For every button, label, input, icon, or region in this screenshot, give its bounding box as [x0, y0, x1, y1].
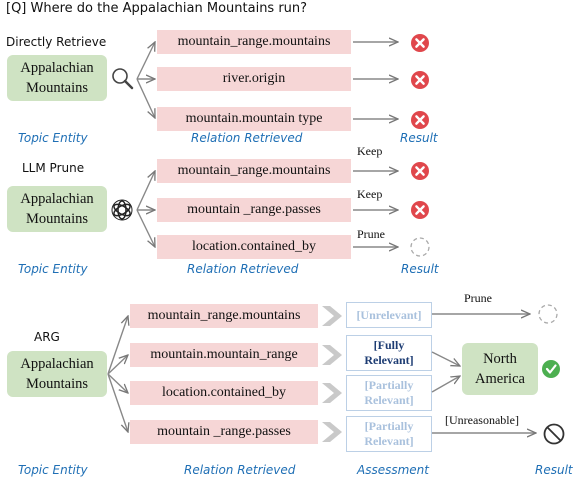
entity-line2: Mountains	[25, 376, 89, 392]
assessment-line: Relevant]	[364, 434, 414, 448]
panel2-relation-1: mountain_range.mountains	[157, 159, 351, 183]
empty-dashed-circle-icon	[538, 304, 558, 324]
reject-x-icon	[409, 199, 431, 221]
openai-logo-icon	[111, 199, 133, 221]
panel3-header: ARG	[34, 330, 60, 344]
panel2-topic-entity: Appalachian Mountains	[7, 186, 107, 232]
panel1-relation-3: mountain.mountain type	[157, 107, 351, 131]
check-icon	[542, 360, 560, 378]
panel2-decision-1: Keep	[357, 144, 383, 158]
reject-x-icon	[409, 69, 431, 91]
panel3-relation-1: mountain_range.mountains	[130, 304, 318, 328]
magnifier-icon	[112, 68, 134, 90]
panel2-caption-relation: Relation Retrieved	[187, 262, 299, 276]
panel3-edge-2	[107, 355, 128, 375]
panel3-relation-2: mountain.mountain_range	[130, 343, 318, 367]
assessment-line: [Partially	[364, 378, 414, 392]
panel2-decision-3: Prune	[357, 227, 385, 241]
assessment-1: [Unrelevant]	[346, 302, 432, 328]
reject-x-icon	[409, 160, 431, 182]
assessment-line: Relevant]	[364, 353, 414, 367]
answer-line2: America	[475, 371, 525, 387]
panel3-prune-label: Prune	[464, 291, 492, 305]
panel2-decision-2: Keep	[357, 187, 383, 201]
panel1-edge-1	[136, 42, 155, 80]
panel2-caption-result: Result	[401, 262, 439, 276]
entity-line1: Appalachian	[20, 356, 94, 372]
reject-x-icon	[409, 109, 431, 131]
panel3-topic-entity: Appalachian Mountains	[7, 351, 107, 397]
entity-line1: Appalachian	[20, 191, 94, 207]
empty-dashed-circle-icon	[410, 237, 430, 257]
panel1-edge-3	[136, 78, 155, 118]
assessment-line: Relevant]	[364, 393, 414, 407]
panel2-relation-2: mountain _range.passes	[157, 198, 351, 222]
panel1-relation-2: river.origin	[157, 67, 351, 91]
panel1-caption-result: Result	[400, 131, 438, 145]
panel2-edge-1	[136, 171, 155, 211]
panel3-caption-result: Result	[535, 463, 573, 477]
assessment-line: [Fully	[373, 338, 405, 352]
panel3-relation-3: location.contained_by	[130, 381, 318, 405]
assessment-3: [Partially Relevant]	[346, 375, 432, 411]
panel3-caption-assessment: Assessment	[357, 463, 429, 477]
panel1-header: Directly Retrieve	[6, 35, 107, 49]
panel3-relation-4: mountain _range.passes	[130, 420, 318, 444]
panel2-header: LLM Prune	[22, 161, 85, 175]
panel3-answer-edge-1	[431, 351, 460, 366]
entity-line1: Appalachian	[20, 60, 94, 76]
panel3-answer-edge-2	[431, 376, 460, 393]
panel2-edge-3	[136, 209, 155, 247]
panel3-edge-1	[107, 316, 128, 375]
assessment-line: [Unrelevant]	[356, 307, 422, 322]
assessment-4: [Partially Relevant]	[346, 416, 432, 452]
reject-x-icon	[409, 32, 431, 54]
panel1-relation-1: mountain_range.mountains	[157, 30, 351, 54]
panel2-relation-3: location.contained_by	[157, 235, 351, 259]
panel1-caption-relation: Relation Retrieved	[191, 131, 303, 145]
panel3-edge-3	[107, 373, 128, 393]
assessment-2: [Fully Relevant]	[346, 335, 432, 371]
panel2-caption-topic: Topic Entity	[18, 262, 88, 276]
answer-node: North America	[462, 343, 538, 395]
prohibited-icon	[543, 423, 565, 445]
panel3-caption-relation: Relation Retrieved	[184, 463, 296, 477]
answer-line1: North	[483, 351, 517, 367]
panel3-caption-topic: Topic Entity	[18, 463, 88, 477]
panel1-caption-topic: Topic Entity	[18, 131, 88, 145]
entity-line2: Mountains	[25, 211, 89, 227]
chevron-arrow-icon	[322, 306, 342, 442]
assessment-line: [Partially	[364, 419, 414, 433]
panel1-topic-entity: Appalachian Mountains	[7, 55, 107, 101]
entity-line2: Mountains	[25, 80, 89, 96]
question-text: [Q] Where do the Appalachian Mountains r…	[6, 1, 308, 16]
panel3-edge-4	[107, 373, 128, 432]
panel3-unreasonable-label: [Unreasonable]	[445, 413, 519, 427]
